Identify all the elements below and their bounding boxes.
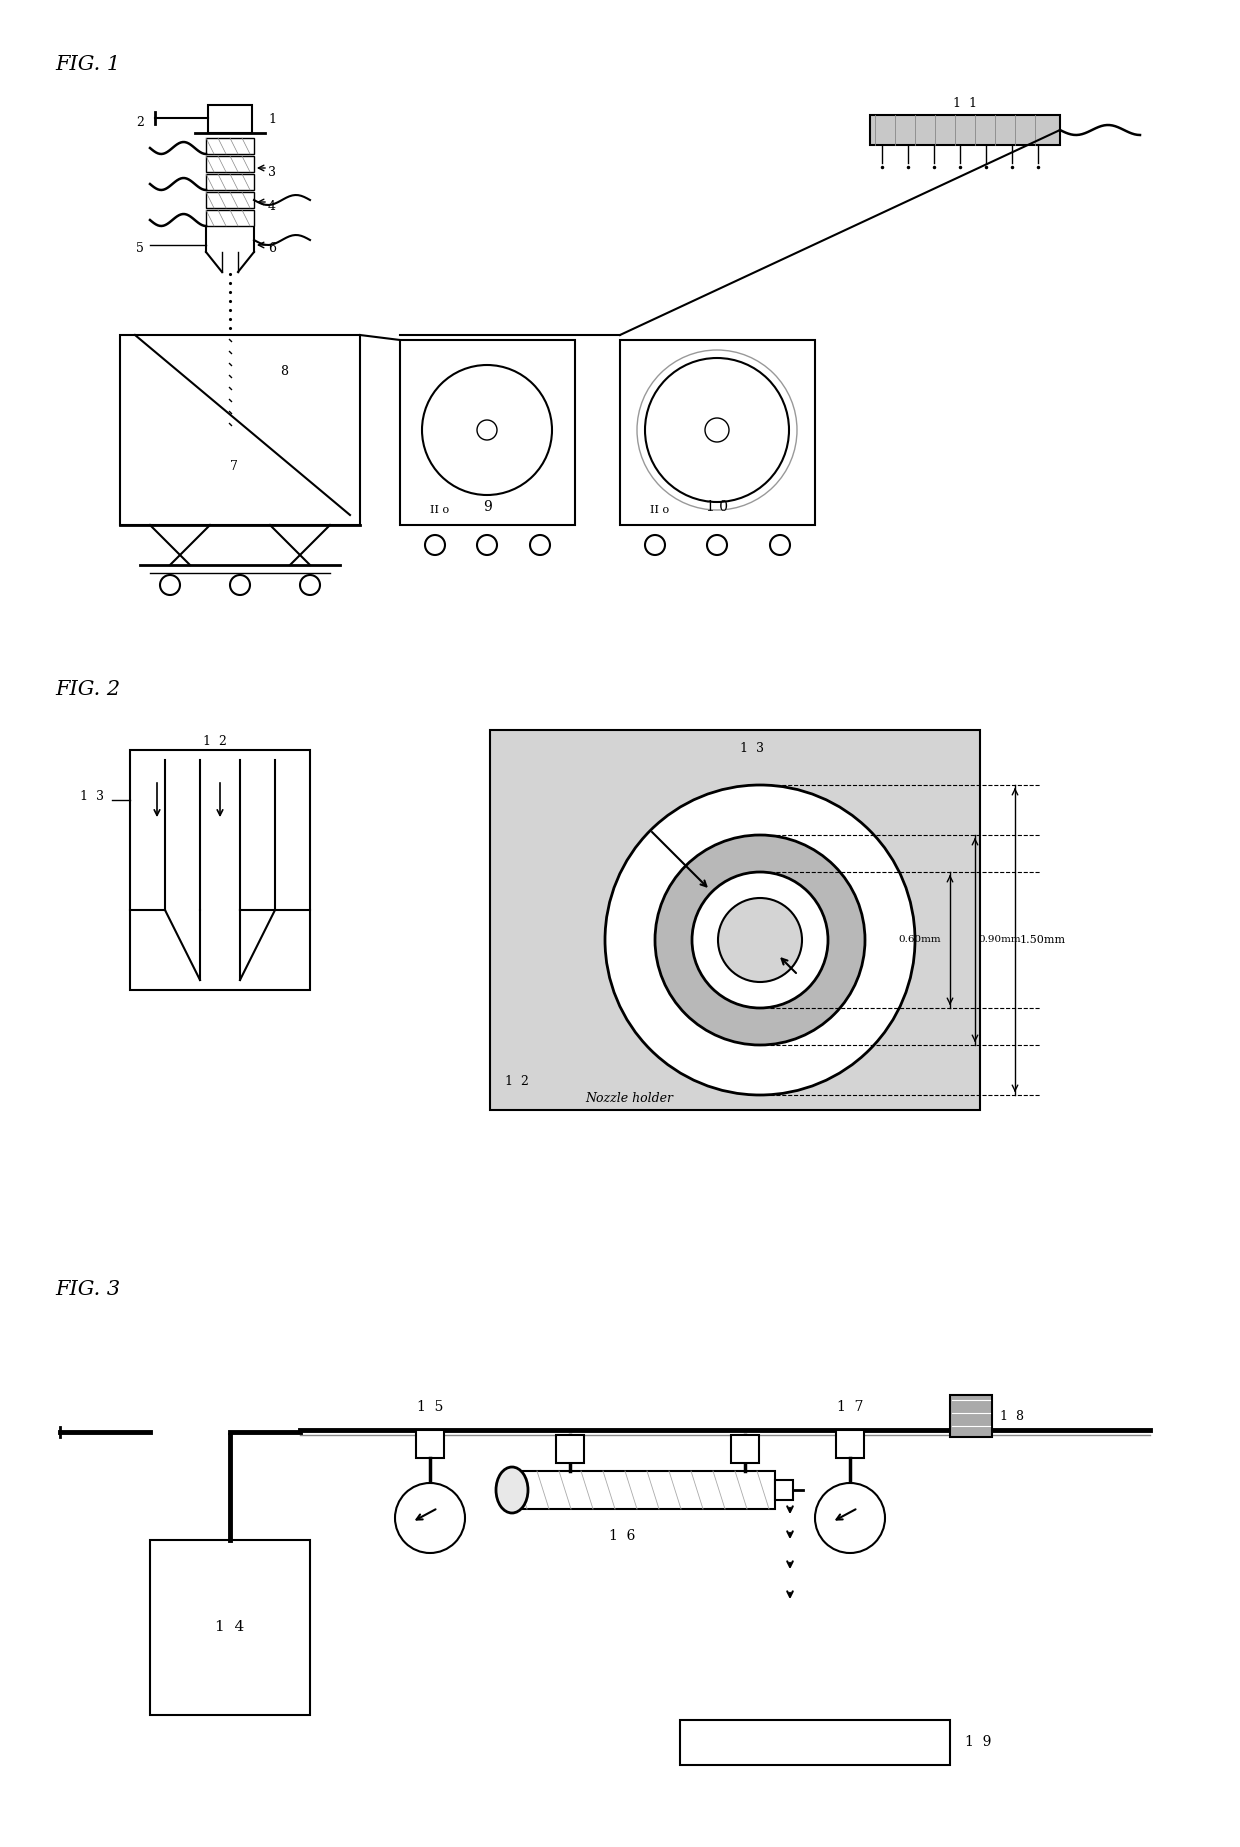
Circle shape (718, 898, 802, 983)
Bar (208, 105, 252, 133)
Text: 9: 9 (482, 501, 491, 513)
Bar (130, 750, 310, 990)
Text: 5: 5 (136, 242, 144, 255)
Bar (206, 174, 254, 190)
Text: 0.90mm: 0.90mm (978, 935, 1021, 944)
Circle shape (396, 1483, 465, 1553)
Text: 1  8: 1 8 (999, 1409, 1024, 1422)
Text: Nozzle holder: Nozzle holder (585, 1092, 673, 1105)
Ellipse shape (496, 1467, 528, 1513)
Bar (206, 192, 254, 209)
Circle shape (815, 1483, 885, 1553)
Text: FIG. 2: FIG. 2 (55, 680, 120, 698)
Bar (620, 340, 815, 525)
Text: 3: 3 (268, 166, 277, 179)
Text: 1  5: 1 5 (417, 1400, 443, 1415)
Text: 1  2: 1 2 (203, 735, 227, 748)
Bar (680, 1720, 950, 1766)
Bar (490, 730, 980, 1110)
Text: FIG. 1: FIG. 1 (55, 55, 120, 74)
Bar (510, 1470, 775, 1509)
Bar (206, 155, 254, 172)
Text: 1: 1 (268, 113, 277, 126)
Bar (150, 1540, 310, 1716)
Text: 1.50mm: 1.50mm (1021, 935, 1066, 946)
Bar (206, 139, 254, 153)
Bar (950, 1394, 992, 1437)
Bar (120, 334, 360, 525)
Bar (206, 211, 254, 225)
Text: 7: 7 (229, 460, 238, 473)
Circle shape (655, 835, 866, 1045)
Text: 8: 8 (280, 366, 288, 379)
Text: 1  9: 1 9 (965, 1734, 991, 1749)
Bar (556, 1435, 584, 1463)
Text: 4: 4 (268, 199, 277, 212)
Text: 1  6: 1 6 (609, 1529, 635, 1542)
Bar (401, 340, 575, 525)
Bar (775, 1479, 794, 1500)
Text: 1  1: 1 1 (954, 98, 977, 111)
Text: FIG. 3: FIG. 3 (55, 1280, 120, 1298)
Text: 1  4: 1 4 (216, 1620, 244, 1635)
Text: 1  2: 1 2 (505, 1075, 529, 1088)
Text: 1 0: 1 0 (706, 501, 728, 513)
Bar (870, 115, 1060, 146)
Circle shape (605, 785, 915, 1095)
Bar (836, 1430, 864, 1457)
Text: 1  3: 1 3 (740, 742, 764, 755)
Text: II o: II o (430, 504, 449, 515)
Circle shape (692, 872, 828, 1008)
Text: 1  7: 1 7 (837, 1400, 863, 1415)
Text: 6: 6 (268, 242, 277, 255)
Bar (415, 1430, 444, 1457)
Text: 0.60mm: 0.60mm (898, 935, 941, 944)
Bar (732, 1435, 759, 1463)
Text: 2: 2 (136, 116, 144, 129)
Text: 1  3: 1 3 (81, 791, 104, 803)
Text: II o: II o (650, 504, 670, 515)
